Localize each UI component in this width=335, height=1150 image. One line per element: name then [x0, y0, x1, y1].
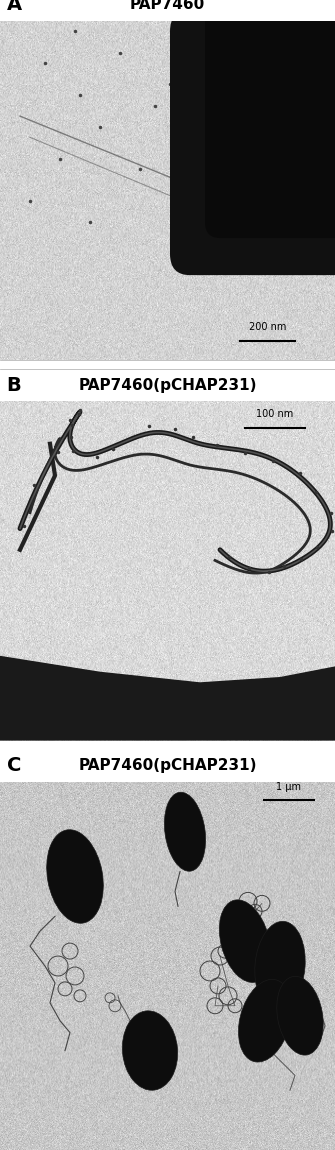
Text: B: B [7, 376, 21, 394]
Text: PAP7460(pCHAP231): PAP7460(pCHAP231) [78, 758, 257, 774]
Text: 1 μm: 1 μm [276, 782, 302, 792]
Text: 200 nm: 200 nm [249, 322, 286, 332]
Ellipse shape [277, 976, 323, 1055]
Text: A: A [7, 0, 22, 14]
Text: 100 nm: 100 nm [256, 409, 293, 420]
Polygon shape [0, 656, 335, 741]
FancyBboxPatch shape [205, 5, 335, 238]
Text: PAP7460: PAP7460 [130, 0, 205, 13]
Ellipse shape [239, 980, 291, 1063]
Ellipse shape [219, 899, 271, 982]
Ellipse shape [122, 1011, 178, 1090]
Text: PAP7460(pCHAP231): PAP7460(pCHAP231) [78, 377, 257, 393]
Ellipse shape [255, 921, 305, 1011]
Ellipse shape [164, 792, 206, 872]
Text: C: C [7, 757, 21, 775]
Ellipse shape [47, 829, 103, 923]
FancyBboxPatch shape [170, 10, 335, 275]
